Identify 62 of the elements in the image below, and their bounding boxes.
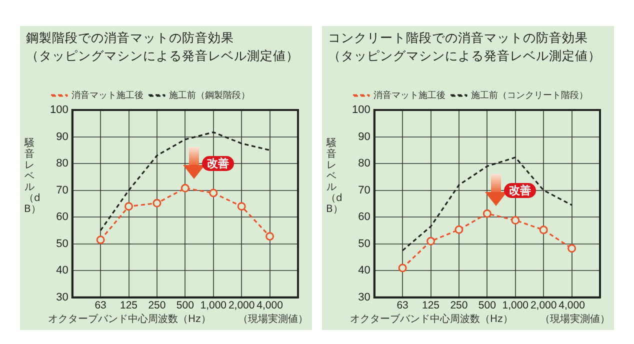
legend-label: 施工前（コンクリート階段） <box>471 90 588 101</box>
x-axis-title: オクターブバンド中心周波数（Hz） <box>350 312 513 326</box>
point <box>398 264 407 272</box>
x-tick-label: 4,000 <box>558 300 586 312</box>
x-tick-label: 63 <box>396 300 409 312</box>
y-tick-label: 70 <box>56 184 68 196</box>
y-axis-title: 騒音レベル（dB） <box>24 138 41 215</box>
point <box>482 209 492 218</box>
text: （現場実測値） <box>238 312 308 326</box>
line-series <box>100 131 271 232</box>
y-tick-label: 100 <box>50 104 68 116</box>
x-tick-label: 125 <box>422 300 440 312</box>
point <box>454 225 464 234</box>
x-tick-label: 1,000 <box>502 300 529 312</box>
y-tick-label: 60 <box>56 211 68 224</box>
point <box>539 226 548 234</box>
x-tick-label: 250 <box>148 300 166 312</box>
y-tick-label: 70 <box>358 184 370 196</box>
x-tick-label: 63 <box>94 300 107 312</box>
point <box>96 236 105 244</box>
legend-label: 消音マット施工後 <box>374 90 446 101</box>
point <box>124 202 134 211</box>
annotation: 改善 <box>202 156 234 171</box>
point <box>568 244 576 253</box>
y-tick-label: 80 <box>358 158 370 170</box>
point <box>180 184 190 192</box>
point <box>209 188 218 198</box>
x-axis-title: オクターブバンド中心周波数（Hz） <box>48 312 211 326</box>
legend-label: 施工前（鋼製階段） <box>169 90 250 101</box>
y-tick-label: 40 <box>56 264 68 277</box>
x-tick-label: 2,000 <box>228 300 255 312</box>
legend-label: 消音マット施工後 <box>72 90 144 101</box>
point <box>511 216 520 225</box>
point <box>266 232 274 241</box>
text: （現場実測値） <box>540 312 610 326</box>
line-series <box>402 156 573 252</box>
point <box>426 236 436 246</box>
y-tick-label: 30 <box>56 291 68 304</box>
x-tick-label: 250 <box>450 300 468 312</box>
y-tick-label: 30 <box>358 291 370 304</box>
y-tick-label: 90 <box>56 130 68 143</box>
y-tick-label: 80 <box>56 158 68 170</box>
y-tick-label: 90 <box>358 130 370 143</box>
x-tick-label: 500 <box>478 300 496 312</box>
chart-subtitle: （タッピングマシンによる発音レベル測定値） <box>328 48 601 65</box>
point <box>152 198 162 208</box>
chart-title: コンクリート階段での消音マットの防音効果 <box>328 30 588 47</box>
y-axis-title: 騒音レベル（dB） <box>326 138 343 215</box>
chart-subtitle: （タッピングマシンによる発音レベル測定値） <box>26 48 299 65</box>
x-tick-label: 500 <box>176 300 194 312</box>
x-tick-label: 125 <box>120 300 138 312</box>
y-tick-label: 40 <box>358 264 370 277</box>
point <box>237 202 246 211</box>
y-tick-label: 100 <box>352 104 370 116</box>
chart-title: 鋼製階段での消音マットの防音効果 <box>26 30 234 47</box>
y-tick-label: 50 <box>358 238 370 250</box>
y-tick-label: 60 <box>358 211 370 224</box>
annotation: 改善 <box>504 182 536 198</box>
x-tick-label: 1,000 <box>200 300 227 312</box>
y-tick-label: 50 <box>56 238 68 250</box>
x-tick-label: 4,000 <box>256 300 284 312</box>
x-tick-label: 2,000 <box>530 300 557 312</box>
